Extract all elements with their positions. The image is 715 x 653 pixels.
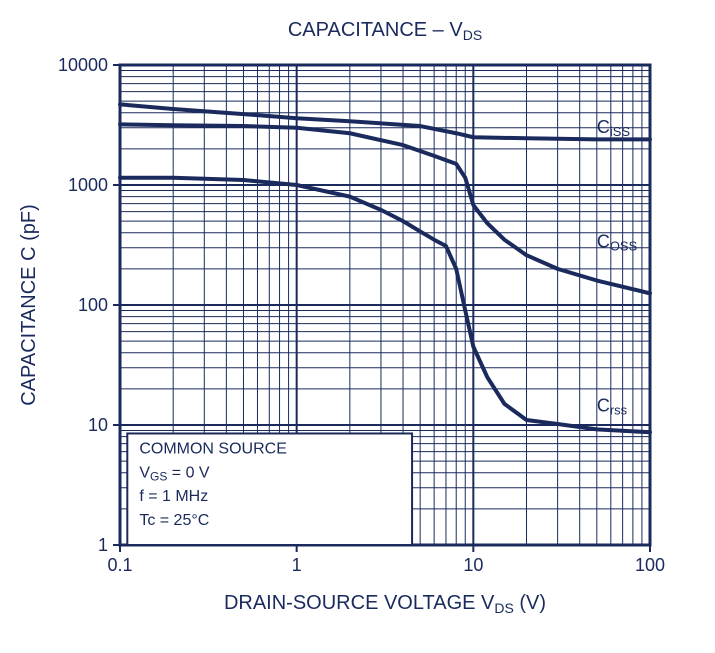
y-tick-label: 10000 (58, 55, 108, 75)
chart-title: CAPACITANCE – VDS (288, 19, 482, 43)
info-line: f = 1 MHz (139, 488, 208, 505)
y-tick-label: 1000 (68, 175, 108, 195)
x-tick-label: 0.1 (107, 555, 132, 575)
y-tick-label: 10 (88, 415, 108, 435)
chart-svg: 0.1110100110100100010000CAPACITANCE – VD… (0, 0, 715, 653)
capacitance-chart: 0.1110100110100100010000CAPACITANCE – VD… (0, 0, 715, 653)
x-tick-label: 100 (635, 555, 665, 575)
info-line: COMMON SOURCE (139, 440, 287, 457)
info-line: Tc = 25°C (139, 512, 209, 529)
info-line: VGS = 0 V (139, 464, 210, 483)
x-tick-label: 1 (292, 555, 302, 575)
y-tick-label: 1 (98, 535, 108, 555)
y-tick-label: 100 (78, 295, 108, 315)
x-tick-label: 10 (463, 555, 483, 575)
y-axis-label: CAPACITANCE C (pF) (18, 204, 40, 406)
